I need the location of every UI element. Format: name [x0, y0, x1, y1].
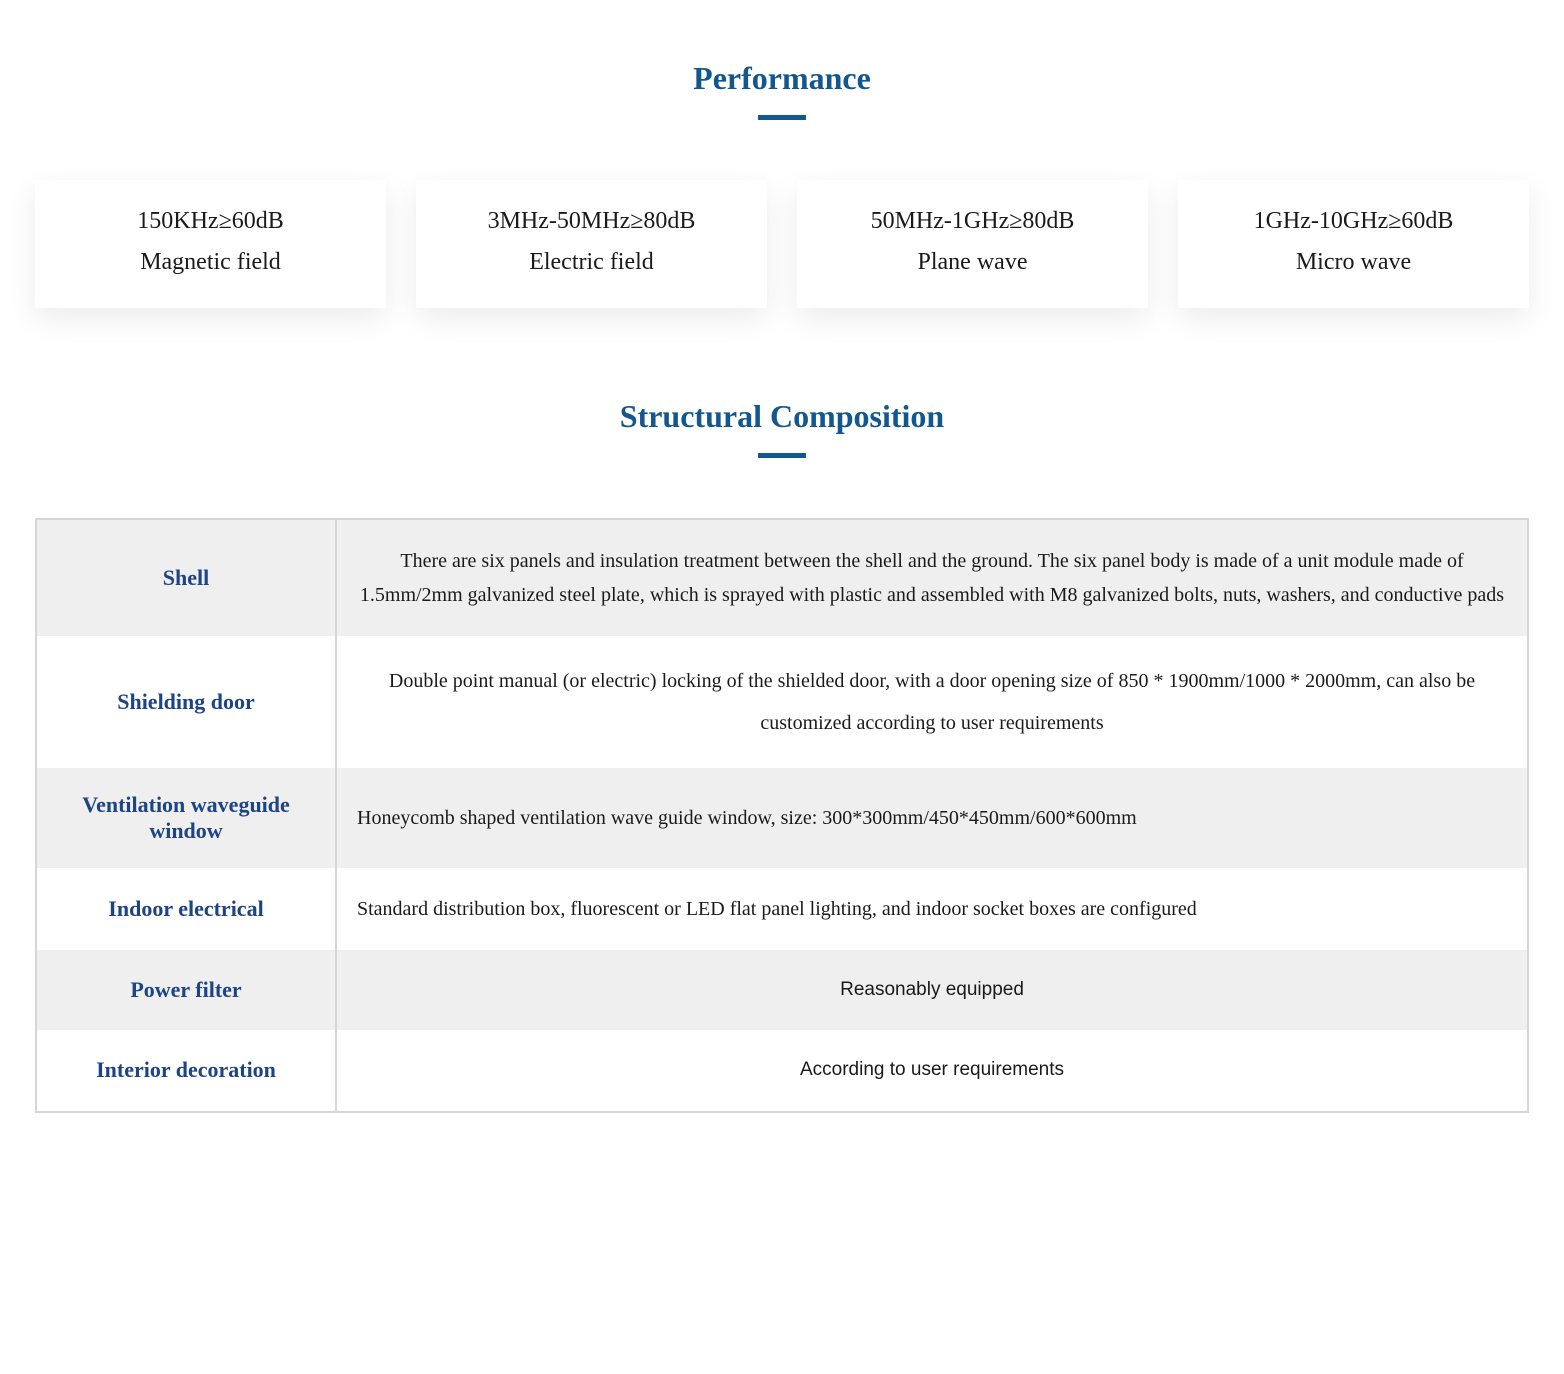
perf-label: Magnetic field	[55, 249, 366, 276]
structural-underline	[758, 453, 806, 458]
perf-card-micro: 1GHz-10GHz≥60dB Micro wave	[1178, 180, 1529, 308]
table-row: Shell There are six panels and insulatio…	[36, 519, 1528, 636]
table-row: Ventilation waveguide window Honeycomb s…	[36, 768, 1528, 868]
table-row: Shielding door Double point manual (or e…	[36, 636, 1528, 768]
perf-label: Electric field	[436, 249, 747, 276]
perf-value: 1GHz-10GHz≥60dB	[1198, 208, 1509, 235]
perf-label: Micro wave	[1198, 249, 1509, 276]
row-label-ventilation: Ventilation waveguide window	[36, 768, 336, 868]
row-desc: Double point manual (or electric) lockin…	[336, 636, 1528, 768]
perf-card-plane: 50MHz-1GHz≥80dB Plane wave	[797, 180, 1148, 308]
row-label-filter: Power filter	[36, 950, 336, 1030]
perf-value: 50MHz-1GHz≥80dB	[817, 208, 1128, 235]
row-label-shell: Shell	[36, 519, 336, 636]
performance-title: Performance	[35, 60, 1529, 97]
row-desc: Reasonably equipped	[336, 950, 1528, 1030]
row-desc: There are six panels and insulation trea…	[336, 519, 1528, 636]
structural-section: Structural Composition Shell There are s…	[35, 398, 1529, 1113]
table-row: Power filter Reasonably equipped	[36, 950, 1528, 1030]
structural-table: Shell There are six panels and insulatio…	[35, 518, 1529, 1113]
perf-value: 150KHz≥60dB	[55, 208, 366, 235]
table-row: Interior decoration According to user re…	[36, 1030, 1528, 1111]
perf-value: 3MHz-50MHz≥80dB	[436, 208, 747, 235]
performance-section: Performance 150KHz≥60dB Magnetic field 3…	[35, 60, 1529, 308]
perf-card-magnetic: 150KHz≥60dB Magnetic field	[35, 180, 386, 308]
row-label-electrical: Indoor electrical	[36, 868, 336, 950]
performance-underline	[758, 115, 806, 120]
perf-card-electric: 3MHz-50MHz≥80dB Electric field	[416, 180, 767, 308]
row-label-door: Shielding door	[36, 636, 336, 768]
row-desc: According to user requirements	[336, 1030, 1528, 1111]
performance-cards: 150KHz≥60dB Magnetic field 3MHz-50MHz≥80…	[35, 180, 1529, 308]
table-row: Indoor electrical Standard distribution …	[36, 868, 1528, 950]
structural-title: Structural Composition	[35, 398, 1529, 435]
row-label-interior: Interior decoration	[36, 1030, 336, 1111]
row-desc: Standard distribution box, fluorescent o…	[336, 868, 1528, 950]
row-desc: Honeycomb shaped ventilation wave guide …	[336, 768, 1528, 868]
perf-label: Plane wave	[817, 249, 1128, 276]
